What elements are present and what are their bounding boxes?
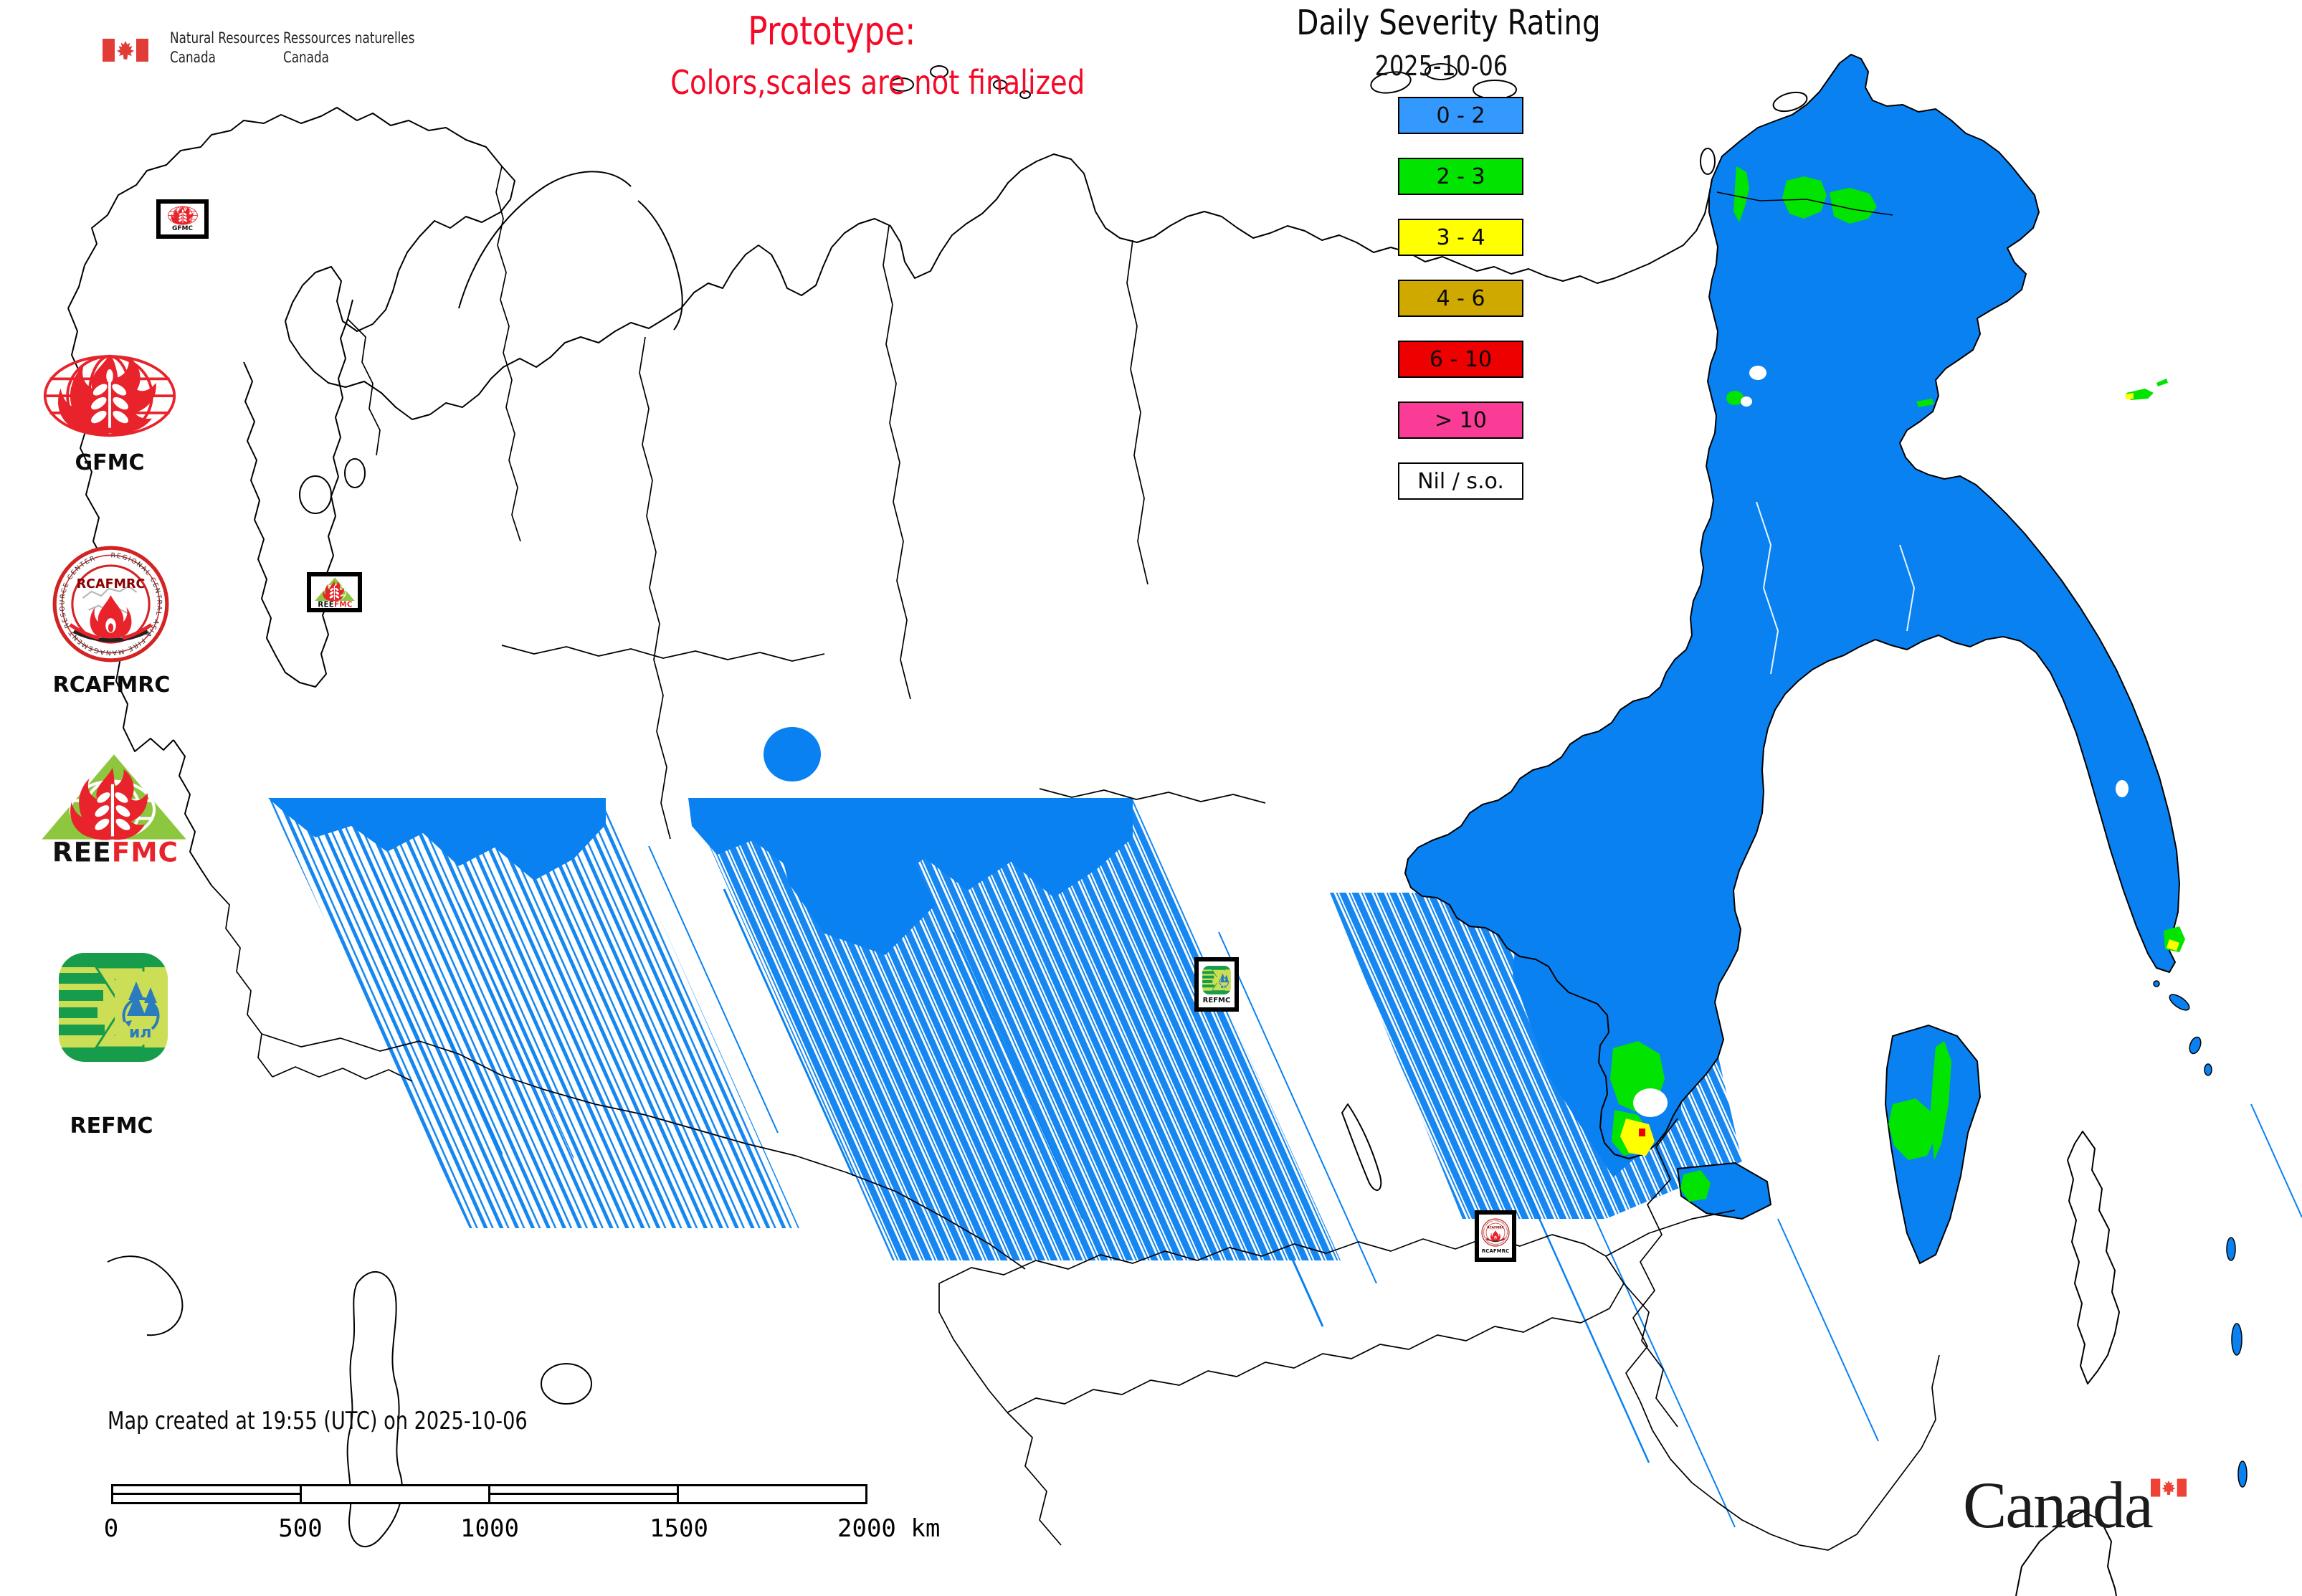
country-borders xyxy=(211,166,1940,1551)
legend-title: Daily Severity Rating xyxy=(1295,3,1601,43)
coastlines xyxy=(67,63,2120,1596)
gfmc-label: GFMC xyxy=(75,450,145,475)
nrcan-flag-icon xyxy=(103,31,148,70)
rcafmrc-marker-label: RCAFMRC xyxy=(1481,1248,1510,1254)
map-created-text: Map created at 19:55 (UTC) on 2025-10-06 xyxy=(108,1407,528,1435)
rcafmrc-map-marker: RCAFMRC xyxy=(1475,1210,1516,1262)
scale-tick-500: 500 xyxy=(278,1514,323,1543)
legend-item-4-6: 4 - 6 xyxy=(1398,280,1523,317)
river-lines xyxy=(1756,501,1916,847)
nrcan-signature-en: Natural Resources Canada xyxy=(170,29,307,67)
scale-end-label: 2000 km xyxy=(837,1514,941,1543)
severity-holes xyxy=(1633,366,2129,1130)
prototype-line1: Prototype: xyxy=(747,9,916,54)
scale-tick-1500: 1500 xyxy=(650,1514,708,1543)
legend-label: 2 - 3 xyxy=(1436,163,1485,189)
legend-item-gt-10: > 10 xyxy=(1398,402,1523,439)
severity-green-patches xyxy=(1610,166,2185,1202)
legend-item-6-10: 6 - 10 xyxy=(1398,341,1523,378)
severity-streak-lines xyxy=(322,824,2302,1528)
scale-segment xyxy=(679,1486,865,1502)
legend-label: > 10 xyxy=(1435,407,1487,433)
gfmc-logo xyxy=(42,353,178,445)
legend-item-nil: Nil / s.o. xyxy=(1398,462,1523,500)
scale-segment xyxy=(490,1486,679,1502)
severity-yellow-patches xyxy=(1620,393,2179,1156)
legend-item-0-2: 0 - 2 xyxy=(1398,97,1523,134)
canada-wordmark: Canada xyxy=(1963,1468,2154,1542)
gfmc-map-marker: GFMC xyxy=(156,199,209,239)
refmc-logo xyxy=(56,950,171,1068)
reefmc-map-marker xyxy=(307,572,362,612)
refmc-label: REFMC xyxy=(70,1113,153,1139)
refmc-map-marker: REFMC xyxy=(1194,957,1239,1012)
scale-segment xyxy=(113,1486,302,1502)
legend-label: 0 - 2 xyxy=(1436,103,1485,128)
refmc-marker-label: REFMC xyxy=(1202,996,1231,1004)
severity-layer xyxy=(268,54,2302,1528)
severity-red-hotspot xyxy=(1639,1129,1645,1136)
legend-date: 2025-10-06 xyxy=(1374,50,1508,82)
legend-item-3-4: 3 - 4 xyxy=(1398,219,1523,256)
scale-tick-0: 0 xyxy=(103,1514,119,1543)
legend-item-2-3: 2 - 3 xyxy=(1398,158,1523,195)
wordmark-flag-icon xyxy=(2151,1478,2187,1500)
reefmc-logo xyxy=(36,751,192,868)
nrcan-fr-line1: Ressources naturelles xyxy=(283,29,415,47)
legend-label: 4 - 6 xyxy=(1436,285,1485,311)
legend-label: 3 - 4 xyxy=(1436,224,1485,250)
scale-segment xyxy=(302,1486,490,1502)
scale-tick-1000: 1000 xyxy=(460,1514,519,1543)
nrcan-signature-fr: Ressources naturelles Canada xyxy=(283,29,447,67)
legend-label: Nil / s.o. xyxy=(1417,468,1504,494)
prototype-line2: Colors,scales are not finalized xyxy=(670,63,1085,102)
nrcan-en-line1: Natural Resources xyxy=(170,29,280,47)
severity-blue-solid xyxy=(268,54,2248,1488)
prototype-warning: Prototype: Colors,scales are not finaliz… xyxy=(631,9,1085,113)
gfmc-marker-label: GFMC xyxy=(171,225,194,232)
scale-bar xyxy=(111,1484,867,1504)
rcafmrc-logo xyxy=(52,545,170,666)
nrcan-fr-line2: Canada xyxy=(283,49,329,66)
rcafmrc-label: RCAFMRC xyxy=(52,673,171,698)
nrcan-en-line2: Canada xyxy=(170,49,216,66)
legend-label: 6 - 10 xyxy=(1429,346,1493,372)
